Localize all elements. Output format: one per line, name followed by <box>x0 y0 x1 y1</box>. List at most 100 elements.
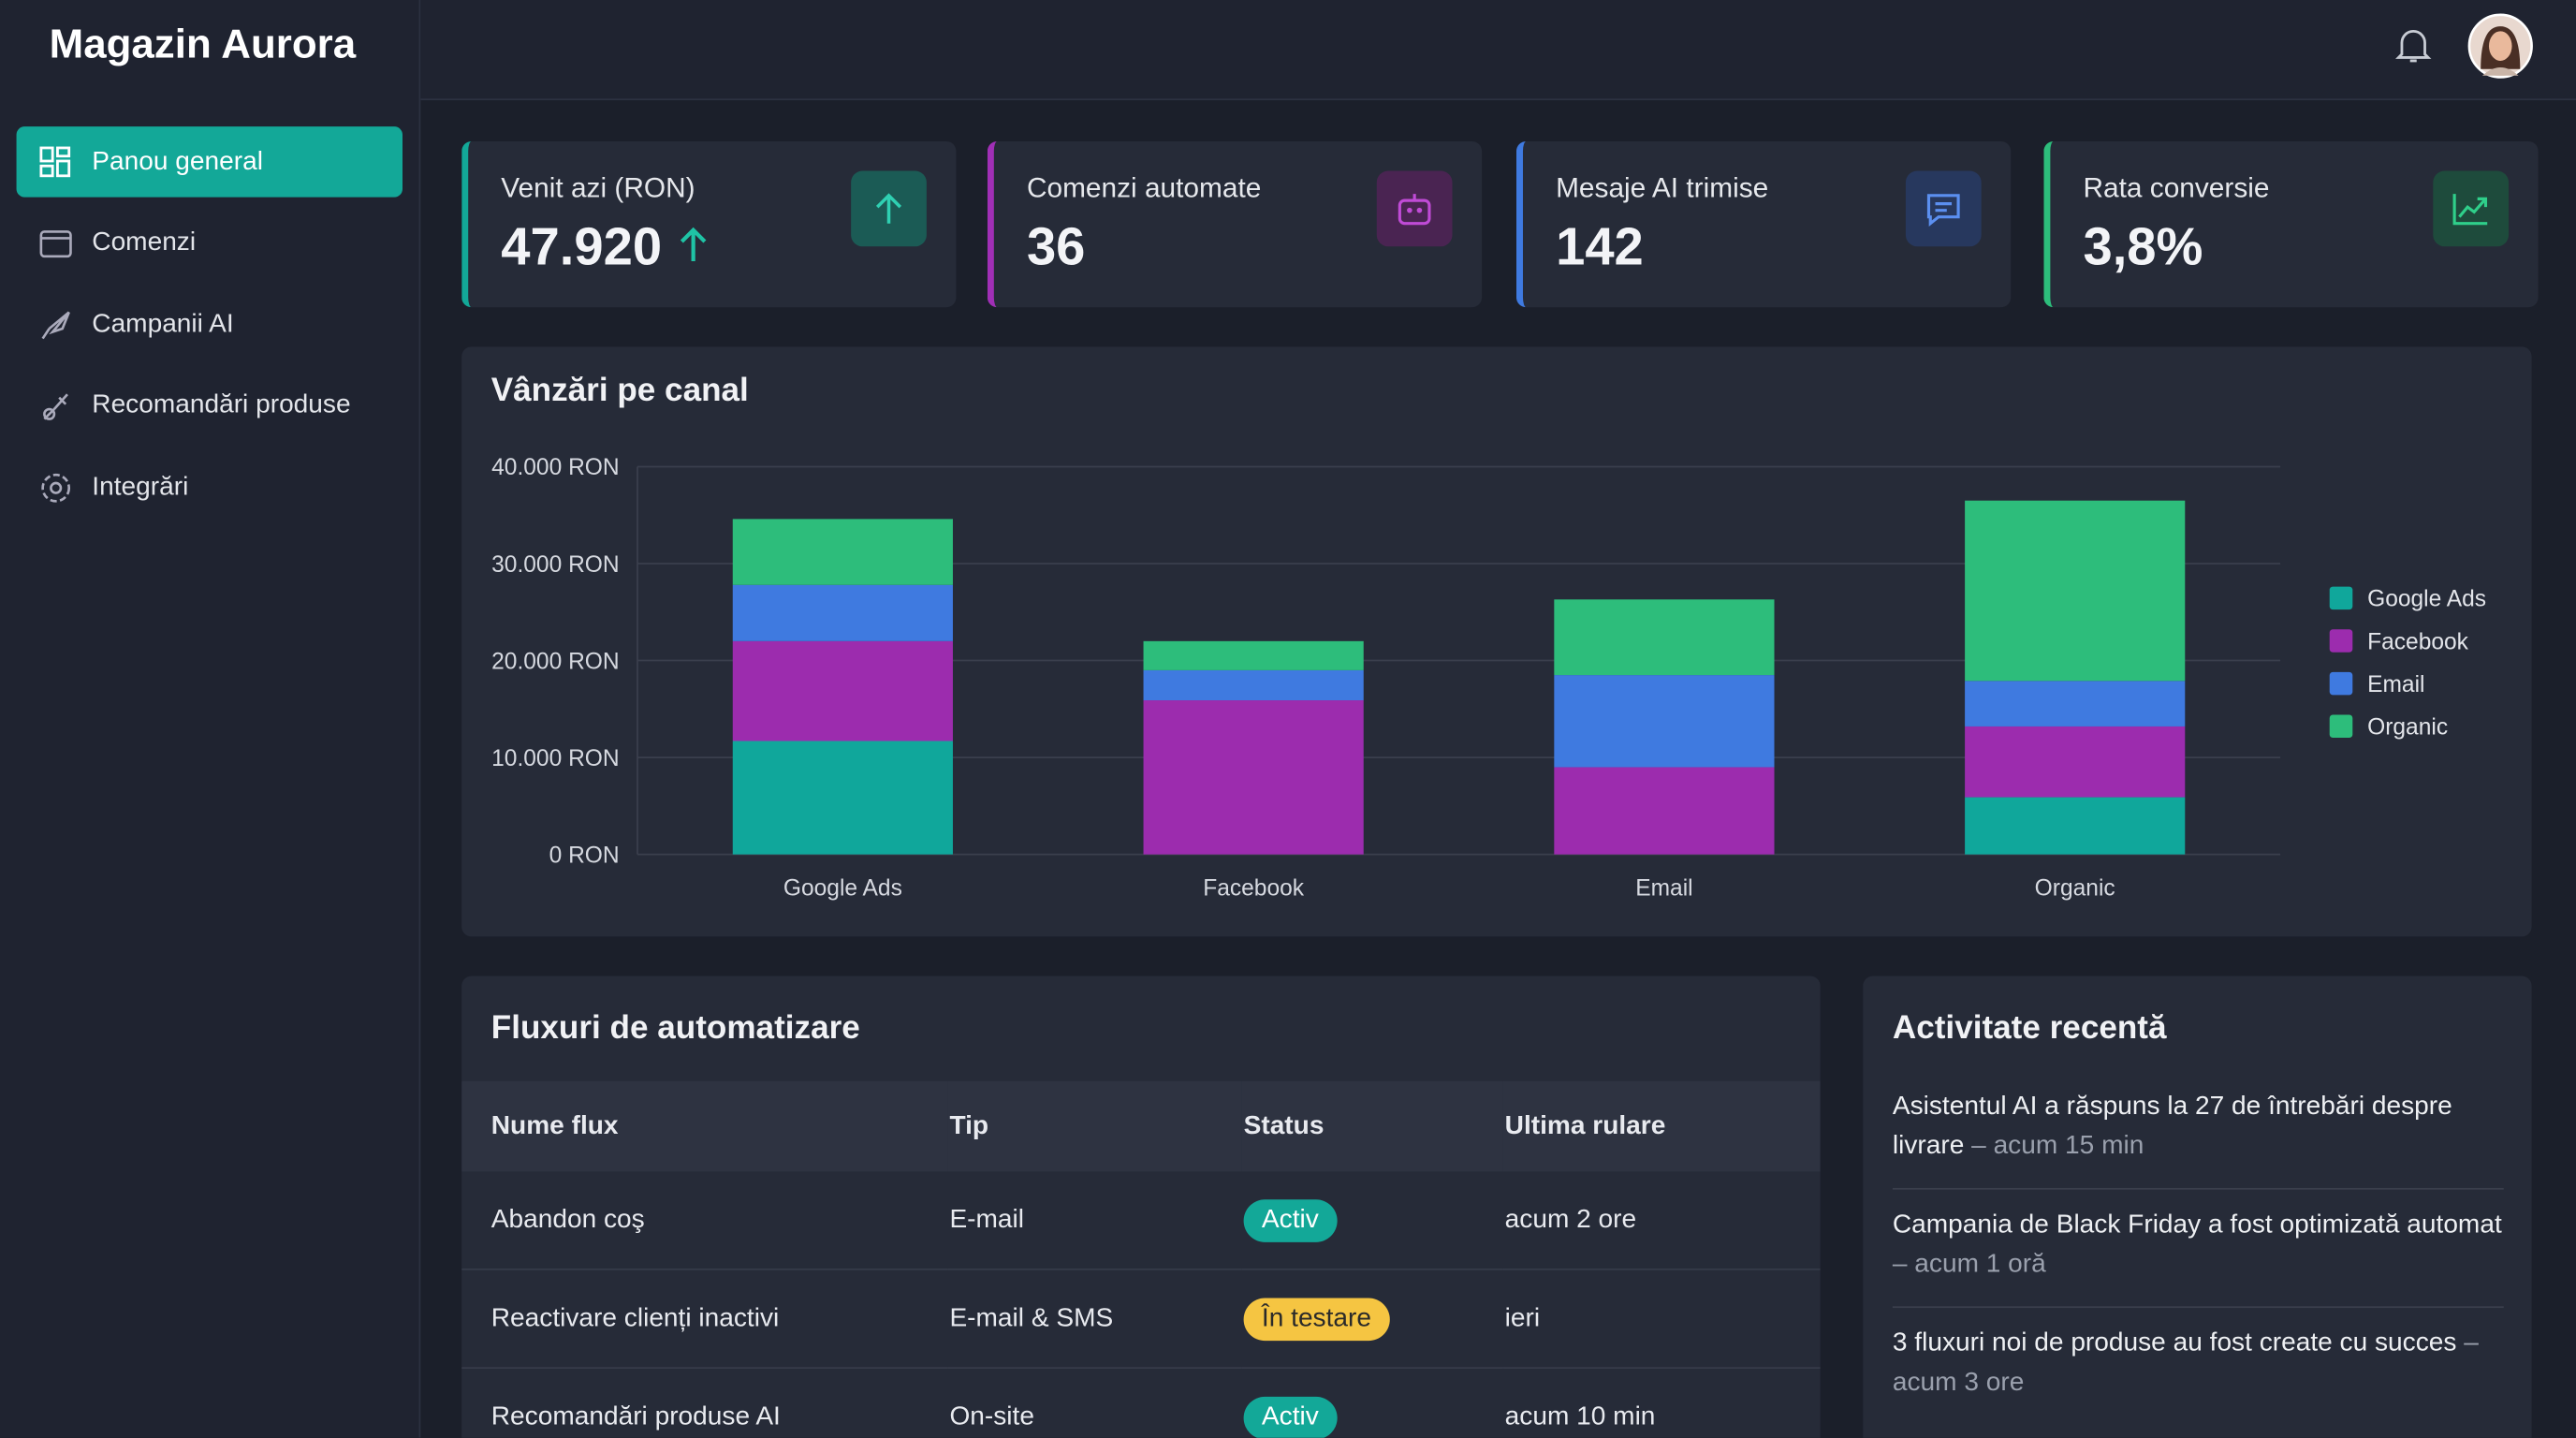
bar-segment <box>732 584 953 641</box>
y-tick-label: 40.000 RON <box>491 455 620 480</box>
status-badge: În testare <box>1243 1297 1390 1341</box>
bar-segment <box>1143 700 1364 855</box>
column-header: Ultima rulare <box>1502 1080 1821 1172</box>
nav-item[interactable]: Panou general <box>16 126 402 198</box>
y-tick-label: 20.000 RON <box>491 649 620 674</box>
kpi-label: Comenzi automate <box>1026 172 1262 204</box>
table-row[interactable]: Reactivare clienți inactivi E-mail & SMS Î… <box>461 1269 1821 1369</box>
kpi-label: Rata conversie <box>2083 172 2270 204</box>
nav-label: Comenzi <box>92 227 197 256</box>
chart-card: Vânzări pe canal 0 RON 10.000 RON 20.000 R… <box>461 346 2532 937</box>
kpi-label: Mesaje AI trimise <box>1556 172 1769 204</box>
y-tick-label: 10.000 RON <box>491 746 620 771</box>
top-bar <box>420 0 2576 101</box>
chart-title: Vânzări pe canal <box>491 372 749 408</box>
nav-item[interactable]: Recomandări produse <box>17 370 402 440</box>
status-badge: Activ <box>1243 1395 1338 1438</box>
nav-item[interactable]: Comenzi <box>17 207 402 277</box>
bar-segment <box>1965 726 2186 798</box>
cell: Reactivare clienți inactivi <box>461 1269 948 1369</box>
activity-card: Activitate recentă Asistentul AI a răspu… <box>1863 976 2532 1438</box>
kpi-label: Venit azi (RON) <box>501 172 695 204</box>
bell-icon[interactable] <box>2395 26 2432 66</box>
kpi-value: 36 <box>1026 216 1086 276</box>
nav-item[interactable]: Integrări <box>17 452 402 522</box>
kpi-card: Venit azi (RON) 47.920 <box>461 140 957 308</box>
cell: On-site <box>947 1368 1242 1438</box>
legend-swatch <box>2329 586 2353 610</box>
bar-segment <box>1554 599 1775 676</box>
activity-time: – acum 1 oră <box>1892 1250 2046 1279</box>
sidebar: Magazin Aurora Panou general Comenzi Cam… <box>0 0 421 1438</box>
kpi-value: 142 <box>1556 216 1644 276</box>
column-header: Nume flux <box>461 1080 948 1172</box>
bar-segment <box>1965 500 2186 682</box>
kpi-value: 47.920 <box>501 217 709 278</box>
y-tick-label: 30.000 RON <box>491 552 620 578</box>
kpi-icon <box>851 170 927 247</box>
legend-label: Organic <box>2367 715 2448 741</box>
bar-segment <box>732 741 953 855</box>
bar-segment <box>732 640 953 741</box>
section-title: Activitate recentă <box>1892 1010 2167 1047</box>
header-row: Nume flux Tip Status Ultima rulare <box>461 1080 1821 1172</box>
activity-item: 3 fluxuri noi de produse au fost create … <box>1893 1308 2504 1425</box>
kpi-icon <box>1905 170 1982 247</box>
icon <box>41 310 70 339</box>
bar-segment <box>732 519 953 585</box>
kpi-card: Mesaje AI trimise 142 <box>1515 140 2012 308</box>
activity-item: Campania de Black Friday a fost optimiza… <box>1892 1190 2504 1309</box>
activity-item: Asistentul AI a răspuns la 27 de întrebă… <box>1892 1071 2504 1190</box>
cell: În testare <box>1241 1269 1503 1369</box>
bar-segment <box>1965 797 2186 855</box>
column-header: Tip <box>947 1080 1242 1172</box>
icon <box>39 229 72 257</box>
kpi-number: 47.920 <box>501 216 663 276</box>
nav-label: Integrări <box>92 472 189 501</box>
bar-segment <box>1143 669 1364 701</box>
x-tick-label: Organic <box>2035 876 2115 902</box>
bar-segment <box>1554 675 1775 768</box>
icon <box>41 473 71 502</box>
bar-segment <box>1965 681 2186 726</box>
activity-text: 3 fluxuri noi de produse au fost create … <box>1892 1328 2457 1357</box>
bar-segment <box>1143 640 1364 670</box>
nav-label: Panou general <box>92 147 263 175</box>
cell: E-mail & SMS <box>947 1269 1242 1369</box>
activity-list: Asistentul AI a răspuns la 27 de întrebă… <box>1892 1071 2504 1425</box>
x-tick-label: Email <box>1635 876 1692 902</box>
table-row[interactable]: Abandon coş E-mail Activ acum 2 ore <box>461 1171 1821 1270</box>
x-tick-label: Facebook <box>1203 876 1305 902</box>
legend-swatch <box>2329 671 2353 696</box>
column-header: Status <box>1241 1080 1503 1172</box>
legend-label: Facebook <box>2367 629 2469 654</box>
kpi-card: Comenzi automate 36 <box>987 140 1483 308</box>
activity-text: Asistentul AI a răspuns la 27 de întrebă… <box>1892 1093 2452 1161</box>
brand: Magazin Aurora <box>49 21 357 67</box>
legend-swatch <box>2329 629 2353 653</box>
automation-table: Nume flux Tip Status Ultima rulare Abandon … <box>461 1080 1821 1438</box>
kpi-icon <box>2433 170 2510 247</box>
avatar[interactable] <box>2467 13 2533 79</box>
nav-item[interactable]: Campanii AI <box>17 289 402 360</box>
icon <box>39 145 71 177</box>
section-title: Fluxuri de automatizare <box>490 1010 860 1047</box>
activity-time: – acum 15 min <box>1971 1132 2144 1161</box>
activity-text: Campania de Black Friday a fost optimiza… <box>1892 1211 2502 1240</box>
legend-label: Email <box>2367 672 2424 697</box>
icon <box>43 392 68 419</box>
cell: ieri <box>1502 1269 1821 1369</box>
bar-segment <box>1554 767 1775 855</box>
kpi-card: Rata conversie 3,8% <box>2043 140 2539 308</box>
kpi-value: 3,8% <box>2083 216 2203 276</box>
nav-label: Campanii AI <box>92 309 234 338</box>
table-row[interactable]: Recomandări produse AI On-site Activ acum 1… <box>461 1368 1821 1438</box>
y-tick-label: 0 RON <box>549 843 620 868</box>
legend-swatch <box>2329 714 2353 739</box>
cell: Activ <box>1241 1171 1503 1270</box>
nav-label: Recomandări produse <box>92 389 351 418</box>
up-arrow <box>680 227 707 262</box>
cell: Abandon coş <box>461 1171 948 1270</box>
